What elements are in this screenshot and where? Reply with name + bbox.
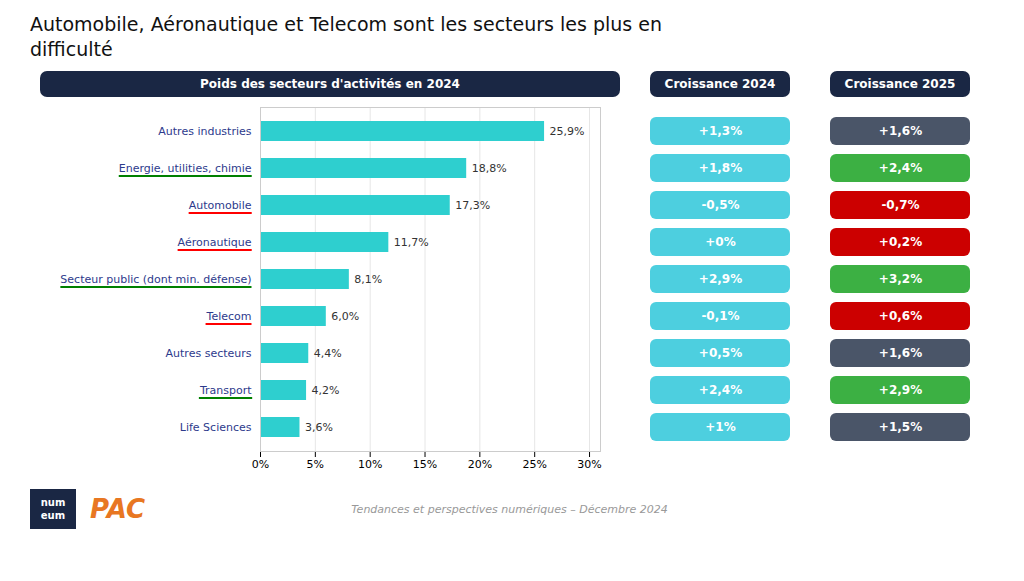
svg-text:-0,7%: -0,7%	[881, 199, 919, 213]
svg-text:18,8%: 18,8%	[472, 162, 507, 175]
html-text:Poids des secteurs d'activités: Poids des secteurs d'activités en 2024	[200, 77, 460, 92]
svg-text:20%: 20%	[468, 459, 492, 472]
svg-text:6,0%: 6,0%	[331, 310, 359, 323]
html-text:Automobile, Aéronautique et Te: Automobile, Aéronautique et Telecom sont…	[30, 13, 662, 60]
svg-text:+2,4%: +2,4%	[879, 162, 922, 176]
svg-text:+0,6%: +0,6%	[879, 310, 922, 324]
svg-text:15%: 15%	[413, 459, 437, 472]
svg-text:5%: 5%	[307, 459, 324, 472]
svg-text:+1,8%: +1,8%	[699, 162, 742, 176]
svg-text:25,9%: 25,9%	[550, 125, 585, 138]
svg-text:Life Sciences: Life Sciences	[180, 421, 252, 434]
svg-text:+2,9%: +2,9%	[879, 384, 922, 398]
html-text:eum: eum	[40, 510, 66, 522]
svg-text:+1,5%: +1,5%	[879, 421, 922, 435]
svg-text:0%: 0%	[252, 459, 269, 472]
svg-text:+1,3%: +1,3%	[699, 125, 742, 139]
svg-text:4,4%: 4,4%	[314, 347, 342, 360]
svg-text:+1,6%: +1,6%	[879, 125, 922, 139]
html-text:num: num	[40, 497, 66, 509]
svg-text:+1%: +1%	[705, 421, 735, 435]
svg-text:Aéronautique: Aéronautique	[178, 236, 252, 249]
svg-text:11,7%: 11,7%	[394, 236, 429, 249]
svg-text:-0,1%: -0,1%	[701, 310, 739, 324]
html-text:PAC: PAC	[90, 494, 146, 525]
svg-text:30%: 30%	[577, 459, 601, 472]
svg-text:Autres industries: Autres industries	[158, 125, 251, 138]
svg-text:25%: 25%	[522, 459, 546, 472]
html-text:Croissance 2024: Croissance 2024	[664, 77, 776, 92]
svg-text:Secteur public (dont min. défe: Secteur public (dont min. défense)	[60, 273, 251, 286]
svg-text:Transport: Transport	[199, 384, 252, 397]
svg-text:Telecom: Telecom	[206, 310, 252, 323]
html-text:Croissance 2025: Croissance 2025	[844, 77, 956, 92]
svg-text:17,3%: 17,3%	[455, 199, 490, 212]
svg-text:8,1%: 8,1%	[354, 273, 382, 286]
svg-text:+0,5%: +0,5%	[699, 347, 742, 361]
svg-text:10%: 10%	[358, 459, 382, 472]
svg-text:Autres secteurs: Autres secteurs	[166, 347, 252, 360]
svg-text:+0%: +0%	[705, 236, 735, 250]
svg-text:+0,2%: +0,2%	[879, 236, 922, 250]
html-text:Tendances et perspectives numé: Tendances et perspectives numériques – D…	[351, 502, 668, 516]
svg-text:+1,6%: +1,6%	[879, 347, 922, 361]
svg-text:Automobile: Automobile	[189, 199, 252, 212]
svg-text:+2,4%: +2,4%	[699, 384, 742, 398]
svg-text:4,2%: 4,2%	[312, 384, 340, 397]
svg-text:+2,9%: +2,9%	[699, 273, 742, 287]
svg-text:Energie, utilities, chimie: Energie, utilities, chimie	[119, 162, 252, 175]
svg-text:-0,5%: -0,5%	[701, 199, 739, 213]
svg-text:+3,2%: +3,2%	[879, 273, 922, 287]
svg-text:3,6%: 3,6%	[305, 421, 333, 434]
